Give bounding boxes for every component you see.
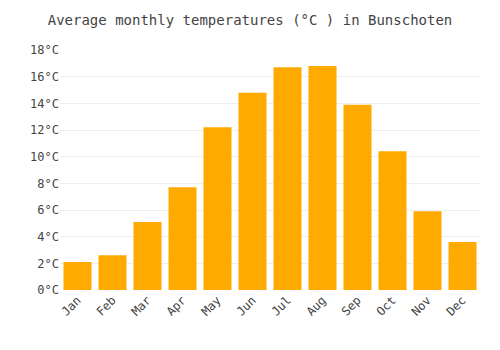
svg-text:12°C: 12°C xyxy=(30,123,59,137)
svg-text:4°C: 4°C xyxy=(37,230,59,244)
svg-text:10°C: 10°C xyxy=(30,150,59,164)
svg-text:May: May xyxy=(199,293,224,318)
svg-text:6°C: 6°C xyxy=(37,203,59,217)
svg-text:18°C: 18°C xyxy=(30,43,59,57)
svg-text:Apr: Apr xyxy=(164,293,189,318)
svg-text:Nov: Nov xyxy=(409,293,434,318)
svg-text:2°C: 2°C xyxy=(37,257,59,271)
svg-text:Aug: Aug xyxy=(304,293,329,318)
svg-text:0°C: 0°C xyxy=(37,283,59,297)
svg-text:Mar: Mar xyxy=(129,293,154,318)
svg-text:Feb: Feb xyxy=(94,293,119,318)
svg-text:Jul: Jul xyxy=(269,293,294,318)
svg-text:Oct: Oct xyxy=(374,293,399,318)
svg-text:Sep: Sep xyxy=(339,293,364,318)
svg-text:16°C: 16°C xyxy=(30,70,59,84)
svg-text:14°C: 14°C xyxy=(30,97,59,111)
svg-text:8°C: 8°C xyxy=(37,177,59,191)
svg-text:Average monthly temperatures (: Average monthly temperatures (°C ) in Bu… xyxy=(48,12,453,28)
svg-text:Jan: Jan xyxy=(59,293,84,318)
svg-text:Jun: Jun xyxy=(234,293,259,318)
svg-text:Dec: Dec xyxy=(444,293,469,318)
